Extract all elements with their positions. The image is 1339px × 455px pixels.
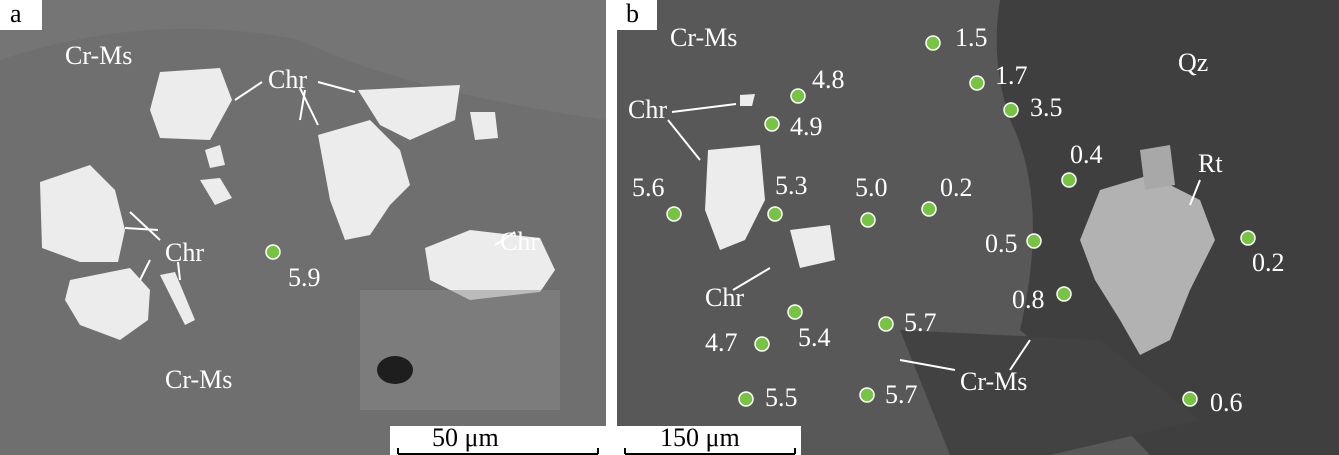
panel-label: b	[626, 0, 639, 28]
mineral-label: Chr	[705, 283, 744, 312]
mineral-label: Cr-Ms	[670, 23, 737, 52]
mineral-label: Cr-Ms	[165, 365, 232, 394]
point-value: 1.7	[995, 61, 1028, 90]
panel-label: a	[10, 0, 22, 28]
point-value: 0.4	[1070, 140, 1103, 169]
mineral-label: Chr	[165, 238, 204, 267]
point-value: 4.9	[790, 112, 823, 141]
figure: a b Cr-Ms Chr Chr Chr Cr-Ms Cr-Ms Chr Ch…	[0, 0, 1339, 455]
point-value: 3.5	[1030, 93, 1063, 122]
mineral-label: Chr	[268, 65, 307, 94]
point-value: 0.8	[1012, 285, 1045, 314]
point-value: 1.5	[955, 23, 988, 52]
scale-bar-label: 50 μm	[432, 423, 499, 452]
mineral-label: Cr-Ms	[960, 367, 1027, 396]
point-value: 0.5	[985, 229, 1018, 258]
mineral-label: Chr	[628, 95, 667, 124]
point-value: 5.7	[885, 380, 918, 409]
point-value: 5.3	[775, 171, 808, 200]
point-value: 5.7	[904, 308, 937, 337]
mineral-label: Qz	[1178, 48, 1208, 77]
mineral-label: Rt	[1198, 149, 1223, 178]
point-value: 5.6	[632, 173, 665, 202]
point-value: 4.7	[705, 328, 738, 357]
point-value: 5.4	[798, 323, 831, 352]
point-value: 5.5	[765, 383, 798, 412]
point-value: 0.2	[1252, 248, 1285, 277]
point-value: 0.2	[940, 173, 973, 202]
scale-bar-label: 150 μm	[660, 423, 740, 452]
point-value: 5.0	[855, 173, 888, 202]
point-value: 4.8	[812, 65, 845, 94]
point-value: 5.9	[288, 263, 321, 292]
mineral-label: Chr	[500, 227, 539, 256]
mineral-label: Cr-Ms	[65, 41, 132, 70]
point-value: 0.6	[1210, 388, 1243, 417]
